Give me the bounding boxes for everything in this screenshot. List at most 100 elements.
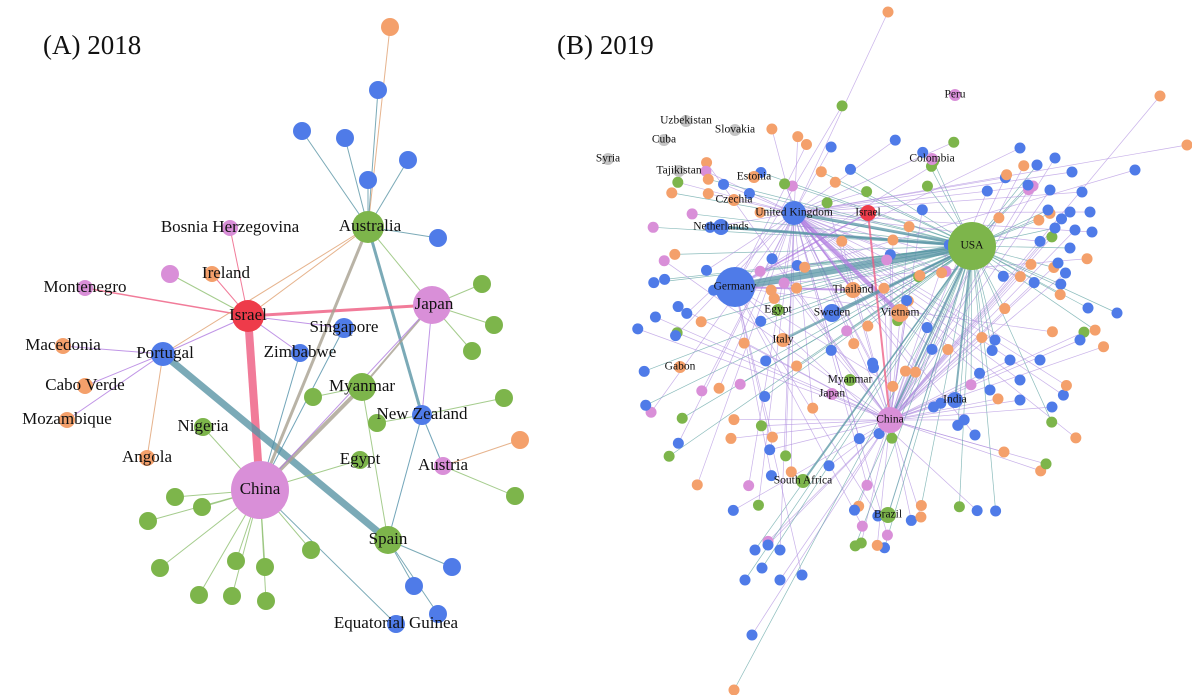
node bbox=[232, 300, 264, 332]
edge bbox=[66, 353, 164, 421]
node bbox=[782, 201, 806, 225]
node bbox=[672, 301, 684, 313]
node-label: Sweden bbox=[814, 307, 851, 319]
edge bbox=[971, 245, 996, 512]
edge bbox=[62, 345, 164, 355]
node bbox=[755, 420, 767, 432]
edge bbox=[734, 144, 807, 288]
node bbox=[971, 505, 983, 517]
edge bbox=[921, 245, 973, 506]
node bbox=[774, 544, 786, 556]
node bbox=[800, 139, 812, 151]
node bbox=[860, 205, 876, 221]
node bbox=[1076, 186, 1088, 198]
node-label: Thailand bbox=[833, 284, 874, 296]
edge bbox=[761, 419, 891, 427]
edge bbox=[442, 439, 521, 467]
node bbox=[676, 412, 688, 424]
node bbox=[936, 267, 948, 279]
node bbox=[791, 360, 803, 372]
edge bbox=[767, 419, 891, 542]
node bbox=[1060, 380, 1072, 392]
node bbox=[658, 255, 670, 267]
node bbox=[1055, 278, 1067, 290]
node bbox=[1082, 302, 1094, 314]
node bbox=[602, 153, 614, 165]
node-label: Mozambique bbox=[22, 409, 112, 428]
node bbox=[792, 131, 804, 143]
edge bbox=[247, 226, 369, 317]
edge bbox=[259, 489, 397, 625]
node bbox=[336, 129, 354, 147]
node bbox=[841, 325, 853, 337]
node bbox=[334, 318, 354, 338]
node bbox=[291, 344, 309, 362]
edge bbox=[790, 212, 795, 472]
node bbox=[713, 219, 729, 235]
node bbox=[728, 414, 740, 426]
node bbox=[704, 221, 716, 233]
edge bbox=[889, 236, 1053, 421]
node bbox=[227, 552, 245, 570]
node bbox=[958, 414, 970, 426]
node bbox=[231, 461, 289, 519]
node bbox=[754, 206, 766, 218]
edge bbox=[821, 171, 973, 247]
edge bbox=[792, 211, 902, 315]
node bbox=[412, 405, 432, 425]
node bbox=[1034, 354, 1046, 366]
node bbox=[743, 187, 755, 199]
edge bbox=[889, 419, 1005, 453]
edge bbox=[971, 245, 1096, 331]
node bbox=[826, 388, 838, 400]
node bbox=[785, 466, 797, 478]
node bbox=[915, 500, 927, 512]
edge bbox=[793, 212, 947, 272]
node bbox=[701, 264, 713, 276]
node bbox=[1018, 160, 1030, 172]
node bbox=[997, 270, 1009, 282]
node bbox=[796, 474, 810, 488]
edge bbox=[644, 245, 973, 372]
node bbox=[1044, 184, 1056, 196]
node bbox=[381, 18, 399, 36]
node bbox=[463, 342, 481, 360]
node bbox=[696, 385, 708, 397]
node bbox=[765, 284, 777, 296]
nodes bbox=[55, 6, 1192, 695]
edge bbox=[84, 353, 164, 387]
node bbox=[1046, 416, 1058, 428]
node bbox=[823, 460, 835, 472]
node bbox=[166, 488, 184, 506]
node bbox=[1031, 159, 1043, 171]
edge bbox=[779, 419, 891, 581]
node bbox=[139, 512, 157, 530]
node bbox=[779, 178, 791, 190]
edge bbox=[889, 398, 999, 421]
edge bbox=[733, 245, 973, 691]
node bbox=[856, 520, 868, 532]
node-label: Spain bbox=[369, 529, 408, 548]
edge bbox=[744, 245, 973, 581]
node bbox=[139, 450, 155, 466]
edge bbox=[831, 245, 973, 314]
node bbox=[844, 374, 856, 386]
node bbox=[739, 574, 751, 586]
edge bbox=[366, 226, 424, 416]
node bbox=[921, 322, 933, 334]
node bbox=[1059, 267, 1071, 279]
node bbox=[965, 379, 977, 391]
node bbox=[746, 629, 758, 641]
node-label: Myanmar bbox=[329, 376, 395, 395]
node bbox=[899, 365, 911, 377]
edge bbox=[835, 181, 973, 247]
edge bbox=[734, 147, 1021, 288]
node bbox=[632, 323, 644, 335]
node bbox=[369, 81, 387, 99]
edge bbox=[734, 105, 843, 288]
node bbox=[916, 204, 928, 216]
edge bbox=[442, 465, 516, 497]
node-label: Cabo Verde bbox=[45, 375, 124, 394]
node-label: Equatorial Guinea bbox=[334, 613, 459, 632]
